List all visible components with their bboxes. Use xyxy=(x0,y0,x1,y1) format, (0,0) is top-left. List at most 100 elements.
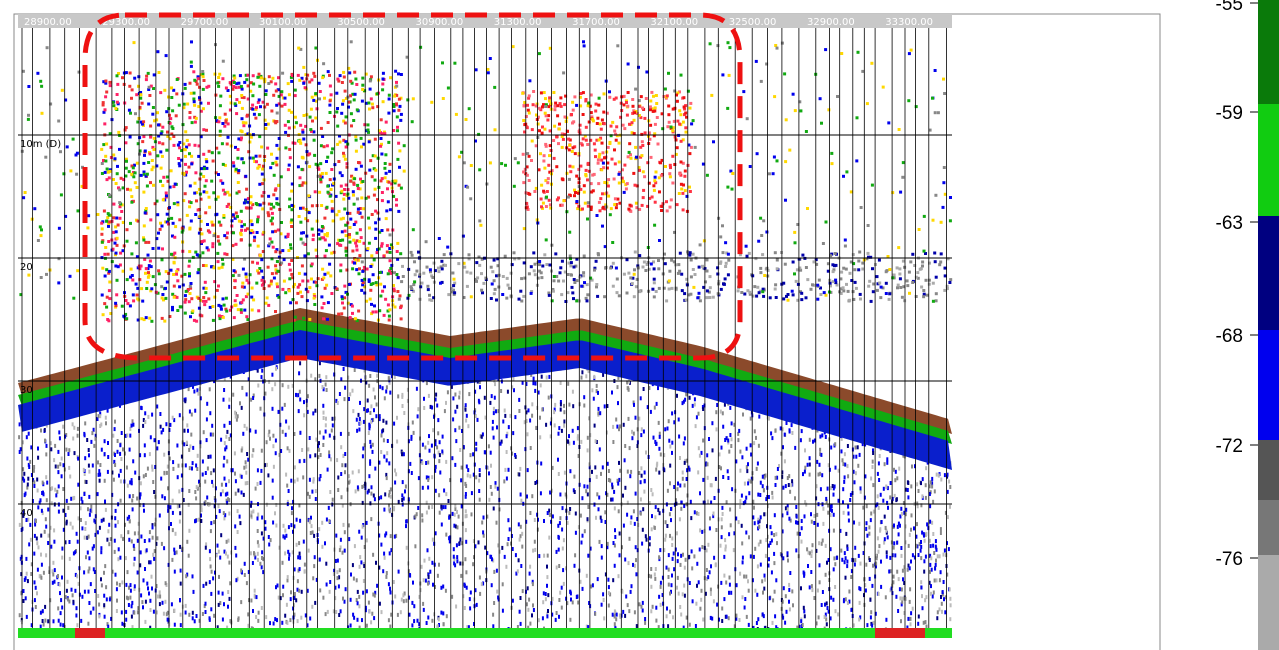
echo-sample xyxy=(23,577,26,582)
echo-sample xyxy=(268,429,271,434)
echo-sample xyxy=(343,188,346,191)
echo-sample xyxy=(144,316,148,320)
echo-sample xyxy=(218,104,222,108)
echo-sample xyxy=(728,582,731,587)
echo-sample xyxy=(307,548,310,553)
echo-sample xyxy=(747,579,749,584)
echo-sample xyxy=(888,569,891,574)
echo-sample xyxy=(820,541,823,546)
echo-sample xyxy=(889,555,892,560)
echo-sample xyxy=(151,275,155,279)
echo-sample xyxy=(868,576,871,581)
echo-sample xyxy=(336,142,340,146)
echo-sample xyxy=(164,191,168,195)
echo-sample xyxy=(116,82,120,86)
echo-sample xyxy=(297,409,300,414)
echo-sample xyxy=(474,414,477,418)
echo-sample xyxy=(900,619,902,624)
echo-sample xyxy=(336,576,339,581)
echo-sample xyxy=(168,206,171,210)
echo-sample xyxy=(160,130,164,134)
echo-sample xyxy=(344,290,348,294)
echo-sample xyxy=(491,557,493,562)
echo-sample xyxy=(188,227,192,231)
echo-sample xyxy=(899,523,901,528)
echo-sample xyxy=(331,219,335,223)
echo-sample xyxy=(329,490,332,494)
echo-sample xyxy=(387,97,391,101)
echo-sample xyxy=(923,559,926,564)
echo-sample xyxy=(195,463,198,468)
echo-sample xyxy=(109,145,113,149)
echo-sample xyxy=(180,274,184,278)
echo-sample xyxy=(639,497,642,502)
echo-sample xyxy=(560,585,563,590)
echo-sample xyxy=(327,243,331,247)
echo-sample xyxy=(187,300,191,304)
echo-sample xyxy=(615,417,618,422)
echo-sample xyxy=(115,243,119,247)
echo-sample xyxy=(219,601,222,605)
echo-sample xyxy=(604,510,607,515)
echo-sample xyxy=(601,465,604,470)
echo-sample xyxy=(739,571,742,576)
echo-sample xyxy=(161,184,165,188)
echo-sample xyxy=(859,486,862,491)
echo-sample xyxy=(454,428,457,433)
echo-sample xyxy=(392,103,396,106)
echo-sample xyxy=(721,411,724,416)
echo-sample xyxy=(398,149,402,153)
echo-sample xyxy=(320,236,324,240)
echo-sample xyxy=(284,432,287,437)
echo-sample xyxy=(505,450,508,454)
echo-sample xyxy=(920,556,923,561)
echo-sample xyxy=(539,415,541,420)
echo-sample xyxy=(229,144,233,148)
echo-sample xyxy=(304,181,308,185)
echo-sample xyxy=(100,221,104,225)
echo-sample xyxy=(251,94,255,98)
echo-sample xyxy=(934,544,937,549)
echo-sample xyxy=(176,201,180,205)
echo-sample xyxy=(680,500,683,505)
echo-sample xyxy=(145,74,149,78)
echo-sample xyxy=(496,589,499,594)
echo-sample xyxy=(478,473,481,478)
echo-sample xyxy=(351,190,355,194)
echo-sample xyxy=(358,564,361,569)
echo-sample xyxy=(167,95,170,99)
echo-sample xyxy=(137,606,140,611)
echo-sample xyxy=(358,604,361,609)
echo-sample xyxy=(607,585,610,590)
echo-sample xyxy=(759,493,762,497)
echo-sample xyxy=(107,176,111,180)
echo-sample xyxy=(193,619,196,624)
echo-sample xyxy=(373,187,377,191)
echo-sample xyxy=(72,496,75,501)
echo-sample xyxy=(374,227,378,231)
echo-sample xyxy=(517,558,520,563)
echo-sample xyxy=(414,544,417,549)
echo-sample xyxy=(24,491,27,496)
echo-sample xyxy=(269,621,271,626)
echo-sample xyxy=(165,194,168,198)
echo-sample xyxy=(636,517,639,521)
echo-sample xyxy=(26,456,29,461)
echo-sample xyxy=(865,504,868,509)
echo-sample xyxy=(88,556,91,561)
echo-sample xyxy=(870,476,873,481)
echo-sample xyxy=(264,126,268,130)
echo-sample xyxy=(274,160,278,164)
echo-sample xyxy=(427,572,430,577)
echo-sample xyxy=(380,610,383,615)
echo-sample xyxy=(349,94,352,98)
echo-sample xyxy=(259,406,262,411)
echo-sample xyxy=(267,284,271,288)
echo-sample xyxy=(603,616,606,621)
echo-sample xyxy=(490,463,492,468)
echo-sample xyxy=(281,620,284,625)
echo-sample xyxy=(127,108,131,112)
echo-sample xyxy=(242,285,246,289)
echo-sample xyxy=(248,273,252,277)
echo-sample xyxy=(238,100,241,104)
